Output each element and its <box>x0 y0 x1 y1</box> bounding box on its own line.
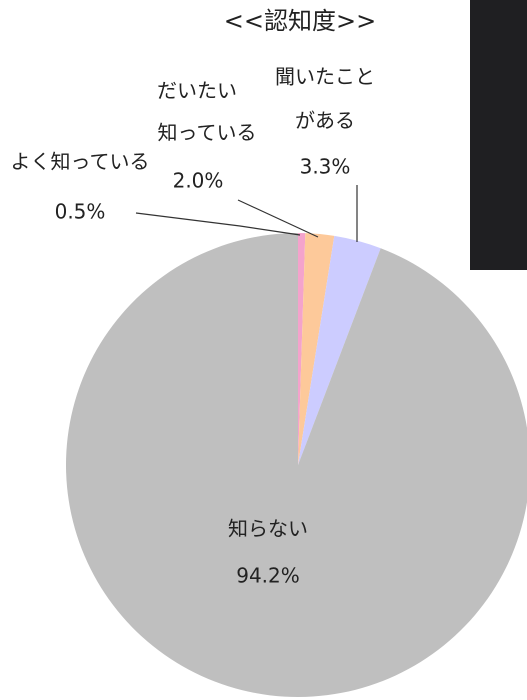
slice-label: 知っている <box>158 121 257 145</box>
slice-label: 知らない <box>228 517 308 541</box>
slice-value-label: 3.3% <box>300 155 351 179</box>
chart-title: <<認知度>> <box>224 7 376 35</box>
leader-line <box>237 199 319 238</box>
slice-label: だいたい <box>157 79 237 103</box>
overlay-panel <box>470 0 527 270</box>
leader-line <box>135 212 301 236</box>
slice-label: よく知っている <box>11 150 150 174</box>
slice-label: がある <box>295 109 355 133</box>
pie-slice <box>298 235 381 465</box>
slice-value-label: 2.0% <box>173 169 224 193</box>
pie-slice <box>298 233 335 465</box>
pie <box>66 233 527 697</box>
slice-value-label: 94.2% <box>236 564 300 588</box>
pie-slice <box>66 233 527 697</box>
slice-label: 聞いたこと <box>275 65 375 89</box>
pie-slice <box>298 233 306 465</box>
slice-value-label: 0.5% <box>55 200 106 224</box>
